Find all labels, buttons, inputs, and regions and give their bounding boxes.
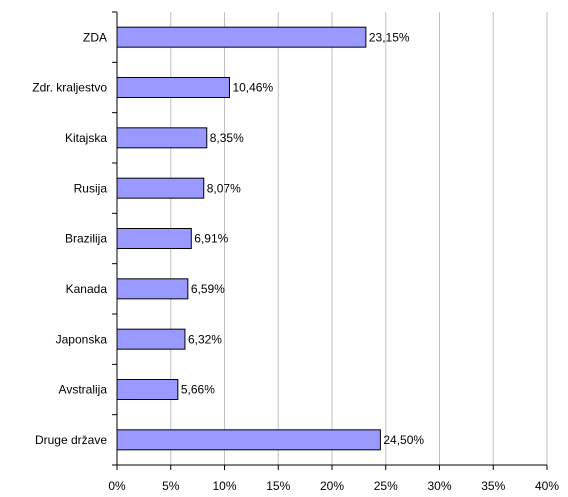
y-tick-label: ZDA [83, 30, 107, 44]
value-label: 23,15% [369, 30, 410, 44]
bar [116, 127, 208, 149]
x-tick-label: 20% [320, 479, 344, 493]
value-label: 5,66% [181, 383, 215, 397]
x-tick-label: 35% [481, 479, 505, 493]
value-label: 8,07% [207, 181, 241, 195]
x-tick-label: 5% [162, 479, 180, 493]
bar [116, 77, 230, 98]
y-tick-label: Brazilija [65, 232, 107, 246]
bar [116, 177, 205, 199]
bar [116, 26, 367, 48]
bar [116, 379, 179, 400]
x-tick-label: 40% [535, 479, 559, 493]
y-tick-label: Zdr. kraljestvo [32, 81, 107, 95]
x-tick-label: 10% [212, 479, 236, 493]
value-label: 6,32% [188, 332, 222, 346]
x-tick-label: 0% [108, 479, 126, 493]
y-tick-label: Rusija [74, 181, 108, 195]
x-tick-label: 25% [374, 479, 398, 493]
bar [116, 278, 189, 300]
value-label: 6,59% [191, 282, 225, 296]
x-tick-label: 15% [266, 479, 290, 493]
value-label: 8,35% [210, 131, 244, 145]
value-label: 6,91% [194, 232, 228, 246]
y-tick-label: Druge države [35, 433, 107, 447]
y-tick-label: Kanada [66, 282, 108, 296]
y-tick-label: Japonska [56, 332, 108, 346]
bar [116, 429, 381, 451]
bar [116, 328, 186, 350]
y-tick-label: Avstralija [59, 383, 108, 397]
bar [116, 228, 192, 249]
value-label: 24,50% [383, 433, 424, 447]
x-tick-label: 30% [427, 479, 451, 493]
y-tick-label: Kitajska [65, 131, 107, 145]
value-label: 10,46% [232, 81, 273, 95]
